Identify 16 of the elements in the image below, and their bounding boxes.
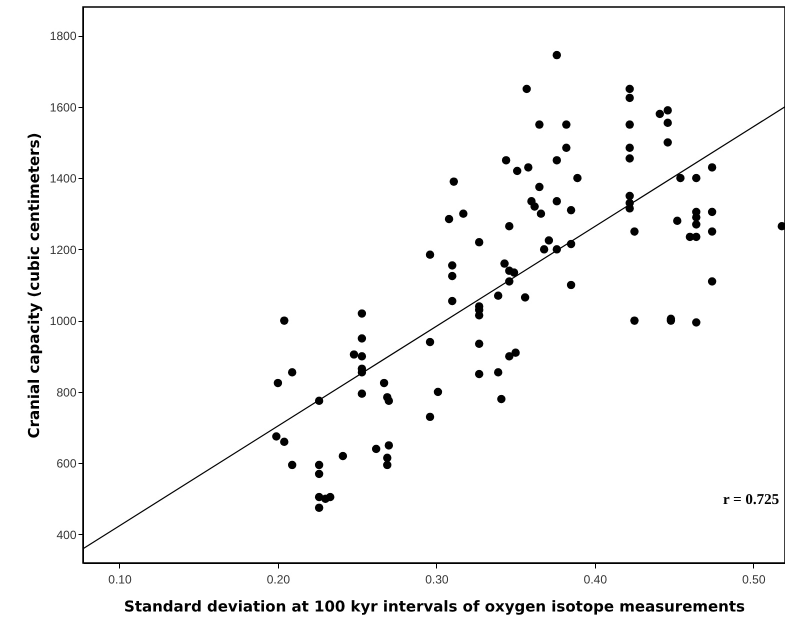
x-tick-label: 0.20 [266, 572, 290, 586]
y-tick-label: 1200 [50, 242, 77, 257]
y-tick-label: 600 [56, 456, 77, 471]
annotation: r = 0.725 [723, 492, 780, 508]
y-tick-label: 1800 [50, 29, 77, 44]
y-tick-label: 400 [56, 528, 77, 542]
x-tick-label: 0.10 [108, 572, 132, 586]
y-tick-label: 1600 [50, 100, 77, 114]
x-tick-label: 0.30 [425, 572, 449, 586]
y-tick-label: 800 [56, 385, 77, 400]
x-axis-title: Standard deviation at 100 kyr intervals of oxygen isotope measurements [124, 598, 746, 616]
y-axis-title: Cranial capacity (cubic centimeters) [24, 132, 43, 438]
x-tick-label: 0.40 [584, 572, 608, 586]
x-tick-label: 0.50 [742, 572, 766, 586]
y-tick-label: 1400 [50, 172, 77, 186]
y-tick-label: 1000 [50, 314, 77, 328]
